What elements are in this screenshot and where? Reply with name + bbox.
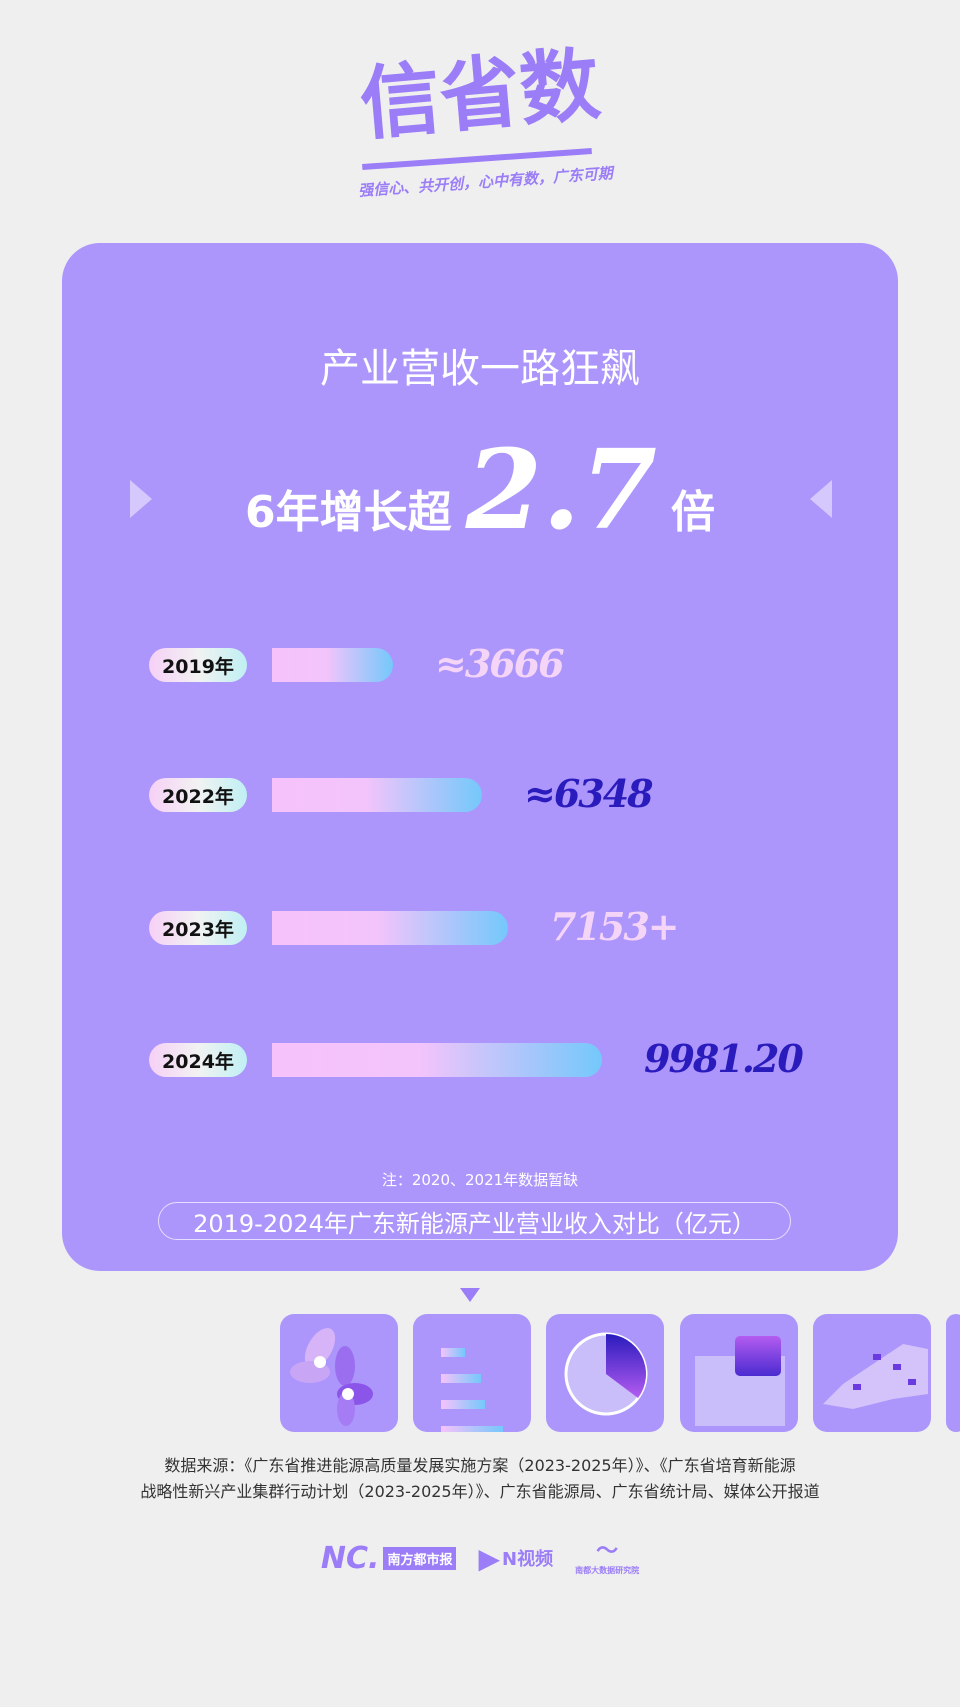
bar-chart-icon <box>441 1348 503 1432</box>
research-name: 南都大数据研究院 <box>575 1566 640 1575</box>
wave-icon: 〜 <box>596 1539 619 1564</box>
logo-title: 信省数 <box>356 37 604 152</box>
growth-suffix: 倍 <box>671 487 715 538</box>
triangle-left-icon <box>810 480 832 518</box>
pie-chart-icon <box>564 1332 648 1416</box>
thumbnail-pie-chart[interactable] <box>546 1314 664 1432</box>
value-label: ≈6348 <box>524 771 654 816</box>
triangle-right-icon <box>130 480 152 518</box>
area-square-icon <box>695 1336 785 1426</box>
source-line-2: 战略性新兴产业集群行动计划（2023-2025年）》、广东省能源局、广东省统计局… <box>140 1482 820 1501</box>
bar <box>272 911 508 945</box>
n-video-logo: ▶ N视频 <box>478 1542 553 1575</box>
growth-headline: 6年增长超 2.7 倍 <box>0 425 960 554</box>
n-video-name: N视频 <box>502 1549 554 1570</box>
xinxinshu-logo: 信省数 强信心、共开创，心中有数，广东可期 <box>350 30 620 220</box>
year-label: 2024年 <box>149 1043 247 1077</box>
value-label: 7153+ <box>550 904 680 949</box>
growth-multiplier: 2.7 <box>465 425 657 554</box>
bar <box>272 778 482 812</box>
growth-prefix: 6年增长超 <box>245 487 452 538</box>
value-label: 9981.20 <box>644 1036 804 1081</box>
bar <box>272 1043 602 1077</box>
bar-row: 2024年 9981.20 <box>0 1036 960 1081</box>
chart-caption: 2019-2024年广东新能源产业营业收入对比（亿元） <box>158 1202 791 1240</box>
brand-logos: NC. 南方都市报 ▶ N视频 〜南都大数据研究院 <box>0 1540 960 1576</box>
bar-row: 2022年 ≈6348 <box>0 771 960 816</box>
thumbnail-partial[interactable] <box>946 1314 960 1432</box>
source-line-1: 数据来源：《广东省推进能源高质量发展实施方案（2023-2025年）》、《广东省… <box>164 1456 796 1475</box>
nc-mark-icon: NC. <box>320 1540 380 1576</box>
thumbnail-area-chart[interactable] <box>680 1314 798 1432</box>
bar-row: 2023年 7153+ <box>0 904 960 949</box>
thumbnail-map[interactable] <box>813 1314 931 1432</box>
thumbnail-windmill[interactable] <box>280 1314 398 1432</box>
map-icon <box>823 1344 928 1409</box>
research-logo: 〜南都大数据研究院 <box>575 1540 639 1576</box>
logo-slogan: 强信心、共开创，心中有数，广东可期 <box>357 164 614 200</box>
value-label: ≈3666 <box>435 641 565 686</box>
windmill-icon <box>290 1328 373 1426</box>
nd-daily-logo: NC. 南方都市报 <box>321 1541 457 1576</box>
year-label: 2022年 <box>149 778 247 812</box>
pointer-down-icon <box>460 1288 480 1302</box>
year-label: 2019年 <box>149 648 247 682</box>
nd-daily-name: 南方都市报 <box>383 1546 457 1570</box>
data-source: 数据来源：《广东省推进能源高质量发展实施方案（2023-2025年）》、《广东省… <box>0 1453 960 1505</box>
bar <box>272 648 393 682</box>
data-note: 注：2020、2021年数据暂缺 <box>381 1171 579 1189</box>
infographic-card <box>62 243 898 1271</box>
play-icon: ▶ <box>478 1541 500 1575</box>
year-label: 2023年 <box>149 911 247 945</box>
bar-row: 2019年 ≈3666 <box>0 641 960 686</box>
headline: 产业营收一路狂飙 <box>320 346 640 392</box>
thumbnail-bar-chart[interactable] <box>413 1314 531 1432</box>
